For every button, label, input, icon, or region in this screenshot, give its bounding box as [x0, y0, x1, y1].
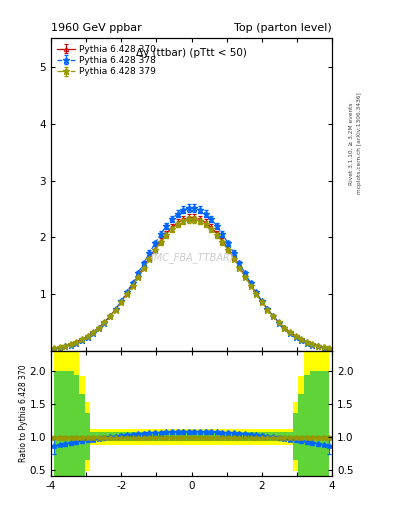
Y-axis label: Ratio to Pythia 6.428 370: Ratio to Pythia 6.428 370 — [19, 365, 28, 462]
Text: 1960 GeV ppbar: 1960 GeV ppbar — [51, 23, 142, 33]
Legend: Pythia 6.428 370, Pythia 6.428 378, Pythia 6.428 379: Pythia 6.428 370, Pythia 6.428 378, Pyth… — [55, 43, 158, 78]
Text: Δy (ttbar) (pTtt < 50): Δy (ttbar) (pTtt < 50) — [136, 48, 247, 58]
Text: Top (parton level): Top (parton level) — [234, 23, 332, 33]
Text: Rivet 3.1.10, ≥ 3.2M events: Rivet 3.1.10, ≥ 3.2M events — [349, 102, 354, 185]
Text: (MC_FBA_TTBAR): (MC_FBA_TTBAR) — [150, 252, 233, 263]
Text: mcplots.cern.ch [arXiv:1306.3436]: mcplots.cern.ch [arXiv:1306.3436] — [357, 93, 362, 194]
